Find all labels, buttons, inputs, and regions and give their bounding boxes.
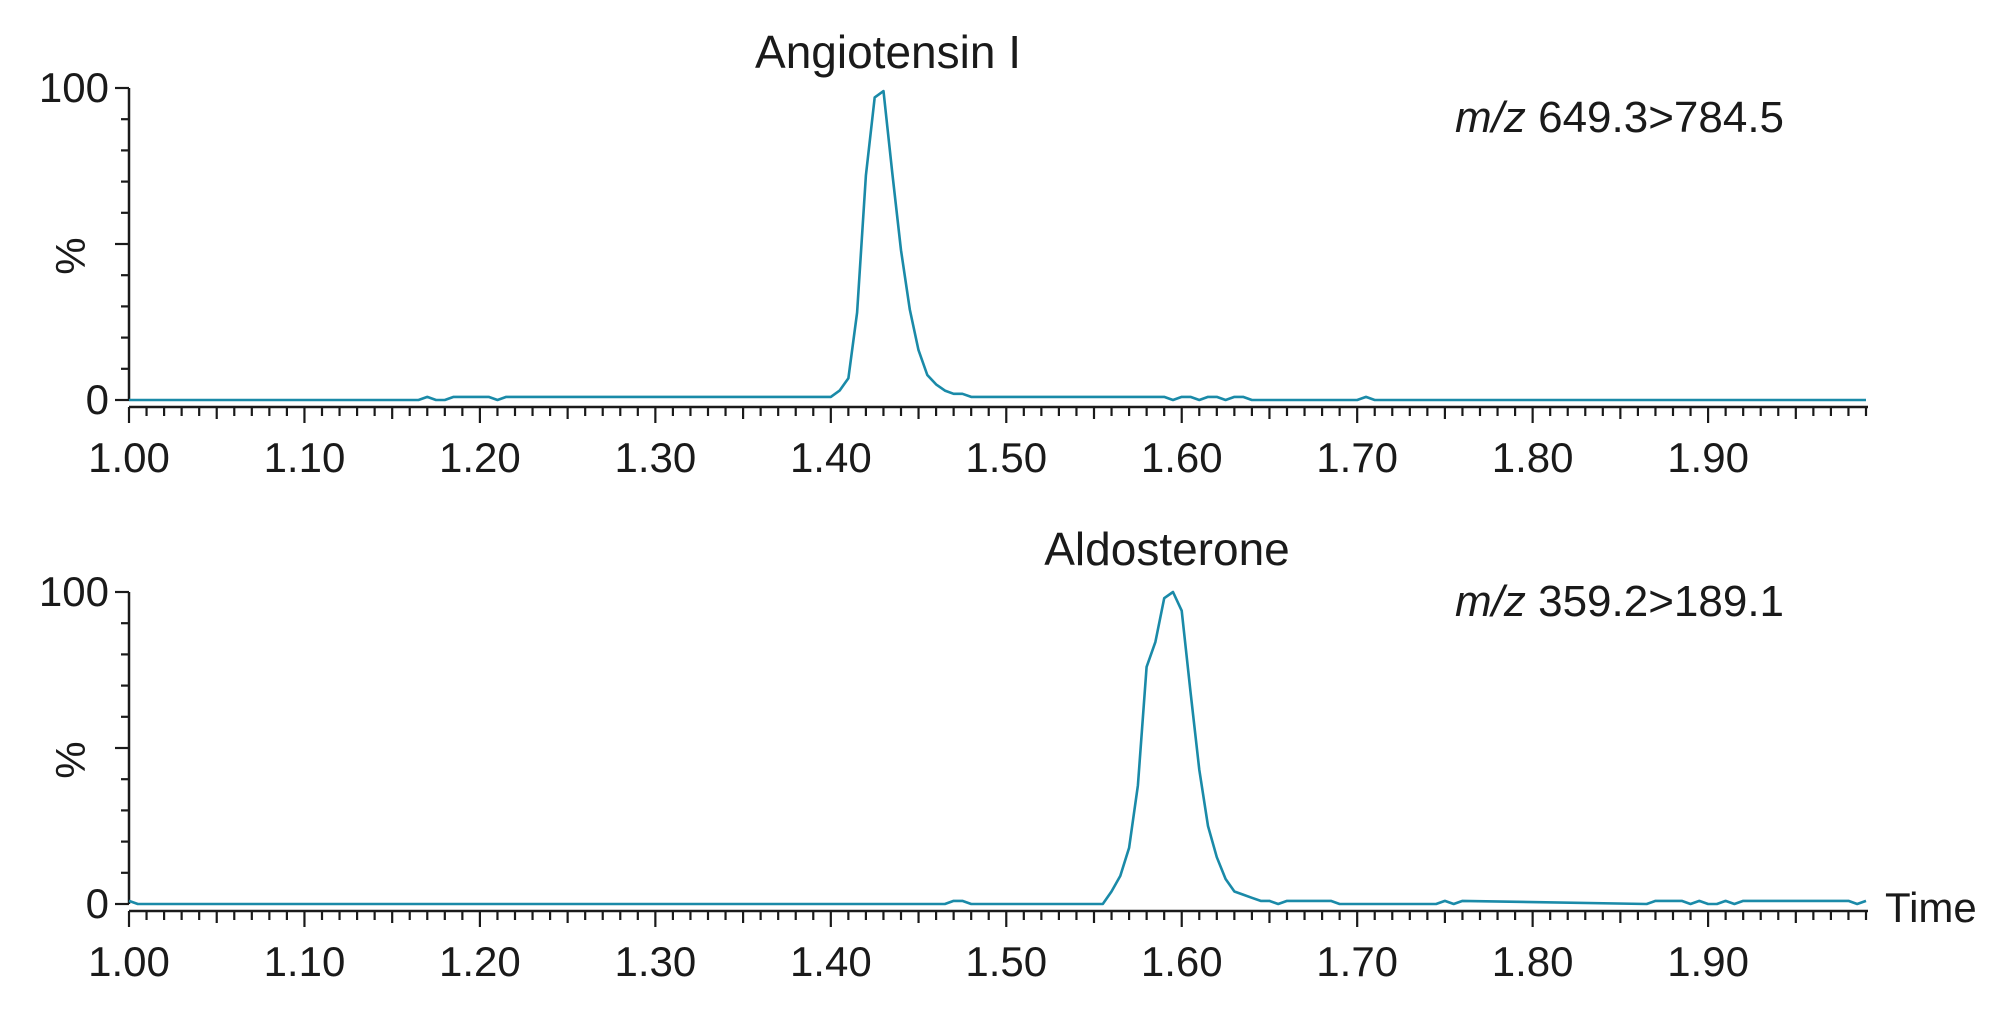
y-axis-label: % (47, 741, 94, 778)
chart-title: Aldosterone (1044, 523, 1290, 575)
y-tick-label: 0 (86, 880, 109, 927)
x-tick-label: 1.70 (1316, 938, 1398, 985)
x-tick-label: 1.80 (1492, 434, 1574, 481)
mz-transition: 649.3>784.5 (1526, 93, 1784, 142)
chart-panel-1: Angiotensin I m/z 649.3>784.5 0 100% 1.00 1.1… (39, 26, 1868, 481)
y-tick-label: 0 (86, 376, 109, 423)
mz-label: m/z (1455, 577, 1526, 626)
x-tick-label: 1.30 (614, 938, 696, 985)
x-tick-label: 1.90 (1667, 434, 1749, 481)
x-tick-label: 1.40 (790, 938, 872, 985)
y-axis-label: % (47, 237, 94, 274)
x-tick-label: 1.10 (264, 434, 346, 481)
mz-annotation: m/z 359.2>189.1 (1455, 577, 1784, 626)
x-tick-label: 1.50 (965, 434, 1047, 481)
x-tick-label: 1.90 (1667, 938, 1749, 985)
x-tick-label: 1.80 (1492, 938, 1574, 985)
x-tick-label: 1.20 (439, 938, 521, 985)
mz-annotation: m/z 649.3>784.5 (1455, 93, 1784, 142)
x-tick-label: 1.20 (439, 434, 521, 481)
x-tick-label: 1.00 (88, 938, 170, 985)
x-tick-label: 1.40 (790, 434, 872, 481)
x-tick-label: 1.30 (614, 434, 696, 481)
x-tick-label: 1.00 (88, 434, 170, 481)
mz-transition: 359.2>189.1 (1526, 577, 1784, 626)
x-tick-label: 1.60 (1141, 434, 1223, 481)
x-tick-label: 1.50 (965, 938, 1047, 985)
chart-panel-2: Aldosterone m/z 359.2>189.1 0 100% 1.00 1.10 1… (39, 523, 1977, 985)
x-tick-label: 1.60 (1141, 938, 1223, 985)
y-tick-label: 100 (39, 64, 109, 111)
x-axis-label: Time (1885, 884, 1977, 931)
chromatogram-trace-1 (128, 590, 1867, 906)
y-tick-label: 100 (39, 568, 109, 615)
chromatogram-trace-1 (129, 89, 1866, 402)
mz-label: m/z (1455, 93, 1526, 142)
chart-title: Angiotensin I (755, 26, 1021, 78)
x-tick-label: 1.10 (264, 938, 346, 985)
x-tick-label: 1.70 (1316, 434, 1398, 481)
